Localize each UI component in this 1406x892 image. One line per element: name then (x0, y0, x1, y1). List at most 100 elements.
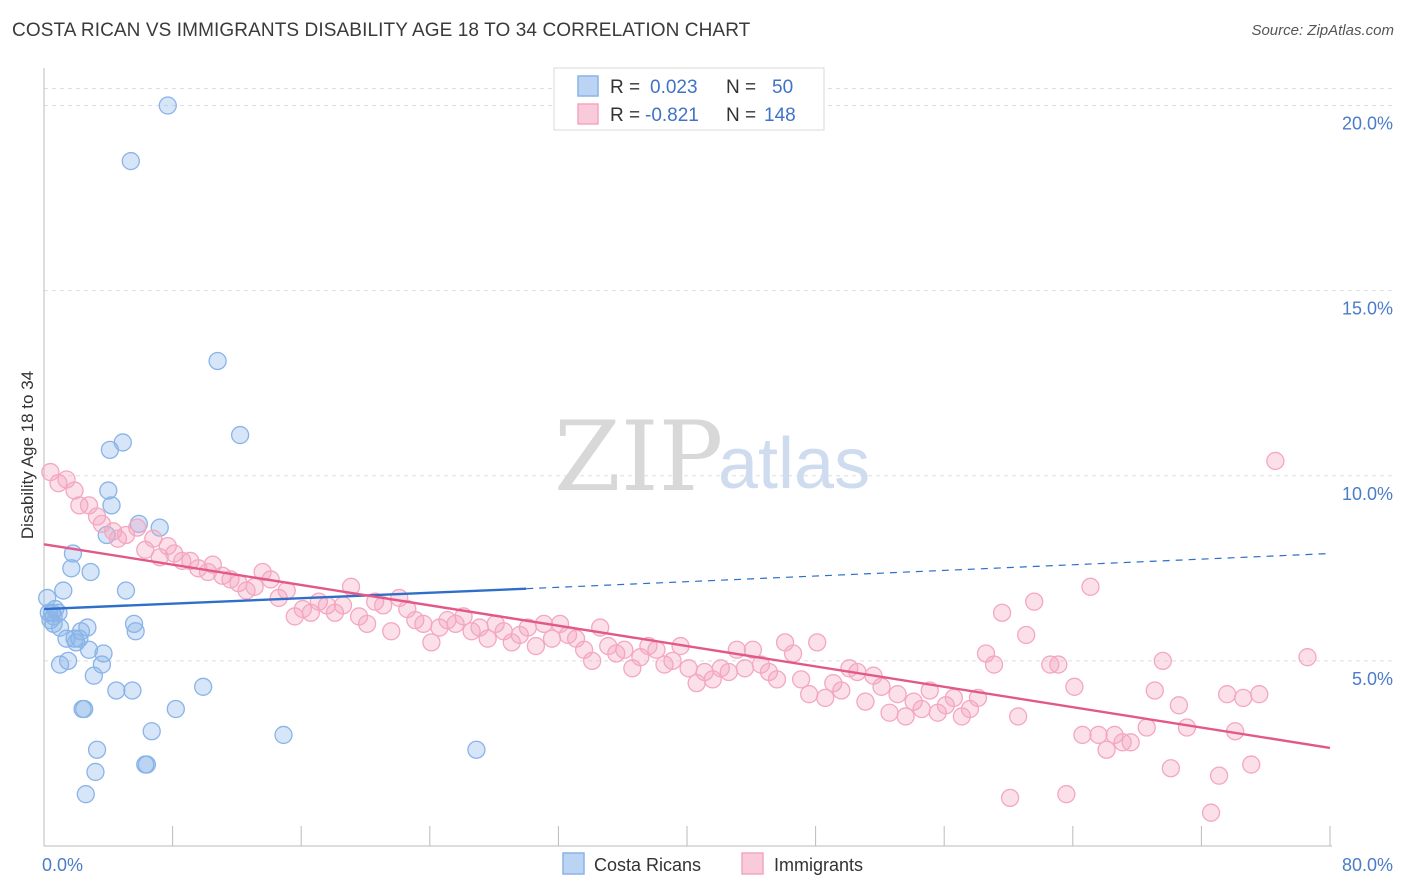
watermark: ZIP atlas (554, 401, 870, 513)
immigrants-n-value: 148 (764, 105, 796, 126)
costa-rican-point-37 (123, 681, 142, 700)
immigrant-point-93 (783, 644, 803, 663)
x-tick-label-0: 0.0% (42, 855, 83, 875)
immigrant-point-61 (526, 636, 546, 656)
watermark-atlas: atlas (718, 424, 870, 504)
costa-rican-point-23 (79, 640, 99, 659)
legend-immigrants-label: Immigrants (774, 855, 863, 875)
immigrant-point-11 (128, 518, 147, 537)
immigrant-point-99 (832, 681, 851, 700)
costa-rican-point-8 (50, 618, 70, 637)
costa-rican-point-48 (193, 677, 213, 696)
immigrant-point-88 (743, 640, 763, 659)
immigrant-point-48 (422, 633, 441, 652)
watermark-zip: ZIP (554, 401, 723, 513)
costa-ricans-r-value: 0.023 (650, 77, 698, 98)
immigrant-point-13 (144, 529, 163, 548)
y-tick-label-3: 20.0% (1342, 114, 1393, 134)
costa-rican-point-22 (78, 618, 97, 637)
immigrant-point-136 (1145, 681, 1164, 700)
costa-ricans-n-value: 50 (772, 77, 793, 98)
immigrant-point-109 (912, 699, 931, 719)
costa-rican-point-39 (126, 622, 145, 641)
immigrant-point-130 (1089, 725, 1108, 745)
source-label: Source: ZipAtlas.com (1251, 22, 1394, 39)
chart-title: COSTA RICAN VS IMMIGRANTS DISABILITY AGE… (12, 20, 751, 41)
immigrant-point-125 (1049, 655, 1068, 674)
costa-ricans-swatch (577, 75, 599, 97)
immigrant-point-15 (158, 536, 177, 556)
costa-rican-point-50 (230, 425, 250, 445)
costa-rican-point-13 (62, 559, 81, 578)
costa-rican-point-46 (158, 96, 177, 115)
costa-rican-point-20 (75, 699, 94, 719)
costa-rican-point-31 (99, 481, 118, 500)
immigrant-point-107 (896, 707, 915, 726)
immigrant-point-104 (872, 677, 891, 696)
immigrant-point-121 (1008, 707, 1028, 726)
costa-ricans-n-label: N = (726, 77, 756, 98)
costa-rican-point-26 (86, 762, 105, 782)
immigrant-point-102 (856, 692, 875, 711)
costa-rican-point-43 (137, 755, 157, 774)
trend-lines (43, 543, 1331, 750)
immigrant-point-37 (333, 596, 353, 615)
costa-rican-point-21 (76, 785, 95, 804)
data-points (38, 96, 1317, 822)
costa-rican-point-35 (113, 433, 132, 452)
immigrant-point-141 (1201, 803, 1221, 822)
immigrant-point-72 (615, 640, 634, 659)
immigrant-point-122 (1017, 625, 1036, 645)
immigrants-r-value: -0.821 (645, 105, 699, 126)
costa-rican-point-52 (467, 740, 486, 759)
immigrant-point-119 (992, 603, 1012, 622)
costa-rican-point-29 (94, 644, 113, 663)
gridlines (44, 88, 1392, 662)
immigrant-point-87 (735, 659, 755, 678)
stats-legend-box (553, 67, 825, 131)
costa-ricans-trend-line (43, 587, 527, 611)
immigrants-n-label: N = (726, 105, 756, 126)
y-tick-label-2: 15.0% (1342, 299, 1393, 319)
immigrant-point-134 (1121, 733, 1140, 752)
costa-rican-point-27 (87, 740, 107, 759)
immigrant-point-142 (1209, 766, 1229, 785)
costa-rican-point-32 (102, 496, 121, 515)
immigrant-point-137 (1153, 651, 1172, 671)
costa-rican-point-34 (107, 681, 126, 700)
immigrant-point-96 (808, 633, 827, 652)
immigrants-swatch (577, 103, 599, 125)
immigrant-point-149 (1298, 648, 1317, 667)
costa-rican-point-24 (81, 562, 100, 582)
immigrant-point-143 (1217, 685, 1237, 704)
immigrant-point-94 (791, 670, 811, 689)
costa-rican-point-36 (116, 581, 136, 600)
immigrant-point-68 (583, 651, 602, 671)
immigrant-point-105 (880, 703, 899, 722)
immigrant-point-118 (984, 655, 1004, 674)
costa-rican-point-49 (208, 351, 227, 371)
x-tick-label-1: 80.0% (1342, 855, 1393, 875)
y-tick-label-1: 10.0% (1342, 484, 1393, 504)
costa-rican-point-9 (54, 581, 73, 600)
immigrant-point-135 (1137, 718, 1156, 737)
immigrant-point-129 (1081, 577, 1100, 596)
immigrant-point-126 (1057, 785, 1076, 804)
immigrant-point-113 (944, 688, 963, 708)
immigrants-r-label: R = (610, 105, 640, 126)
immigrant-point-147 (1250, 685, 1269, 704)
immigrant-point-131 (1097, 740, 1116, 759)
costa-rican-point-47 (166, 699, 185, 719)
immigrant-point-145 (1234, 688, 1253, 708)
series-legend: Costa Ricans Immigrants (562, 852, 863, 875)
legend-costa-ricans-label: Costa Ricans (594, 855, 701, 875)
immigrant-point-43 (382, 622, 401, 641)
immigrant-point-95 (800, 685, 819, 704)
immigrant-point-146 (1242, 755, 1261, 774)
axes (43, 68, 1332, 847)
costa-rican-point-40 (124, 614, 144, 634)
costa-rican-point-45 (150, 518, 169, 537)
legend-immigrants-swatch (741, 852, 764, 875)
costa-rican-point-12 (58, 651, 78, 671)
